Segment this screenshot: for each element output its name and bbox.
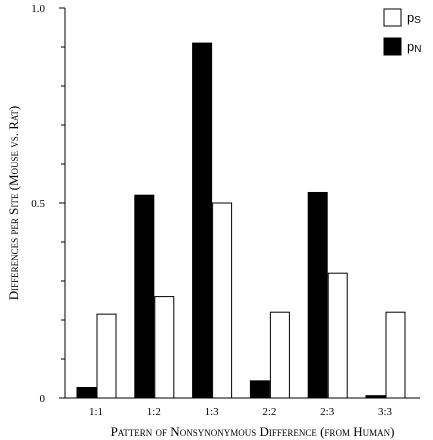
bar-pN-2-3	[307, 191, 328, 399]
y-tick-label: 0.5	[31, 198, 45, 210]
x-axis-ticks: 1:1 1:2 1:3 2:2 2:3 3:3	[89, 406, 393, 418]
x-tick-label: 1:1	[89, 406, 103, 418]
legend-swatch-pN	[383, 37, 402, 56]
x-tick-label: 1:2	[147, 406, 161, 418]
bar-pS-1-1	[96, 313, 117, 399]
legend: pS pN	[383, 8, 421, 56]
y-axis-ticks: 0 0.5 1.0	[31, 3, 65, 405]
legend-label-pS: pS	[407, 10, 421, 26]
bar-pS-2-3	[327, 272, 348, 399]
bar-pS-3-3	[385, 311, 406, 399]
bar-pN-1-1	[76, 386, 97, 399]
bar-pN-2-2	[249, 380, 270, 399]
bars-group	[76, 42, 406, 399]
y-tick-label: 0	[40, 393, 46, 405]
y-tick-label: 1.0	[31, 3, 45, 15]
x-axis-title: Pattern of Nonsynonymous Difference (fro…	[111, 424, 395, 439]
x-tick-label: 2:2	[262, 406, 276, 418]
x-tick-label: 3:3	[378, 406, 393, 418]
y-axis-title: Differences per Site (Mouse vs. Rat)	[6, 106, 21, 301]
bar-pN-1-2	[134, 194, 155, 399]
x-tick-label: 1:3	[205, 406, 220, 418]
bar-pS-1-2	[154, 296, 175, 399]
bar-pN-1-3	[192, 42, 213, 399]
x-tick-label: 2:3	[320, 406, 335, 418]
legend-swatch-pS	[383, 8, 402, 27]
legend-label-pN: pN	[407, 39, 421, 55]
bar-pS-2-2	[269, 311, 290, 399]
bar-pS-1-3	[212, 202, 233, 399]
